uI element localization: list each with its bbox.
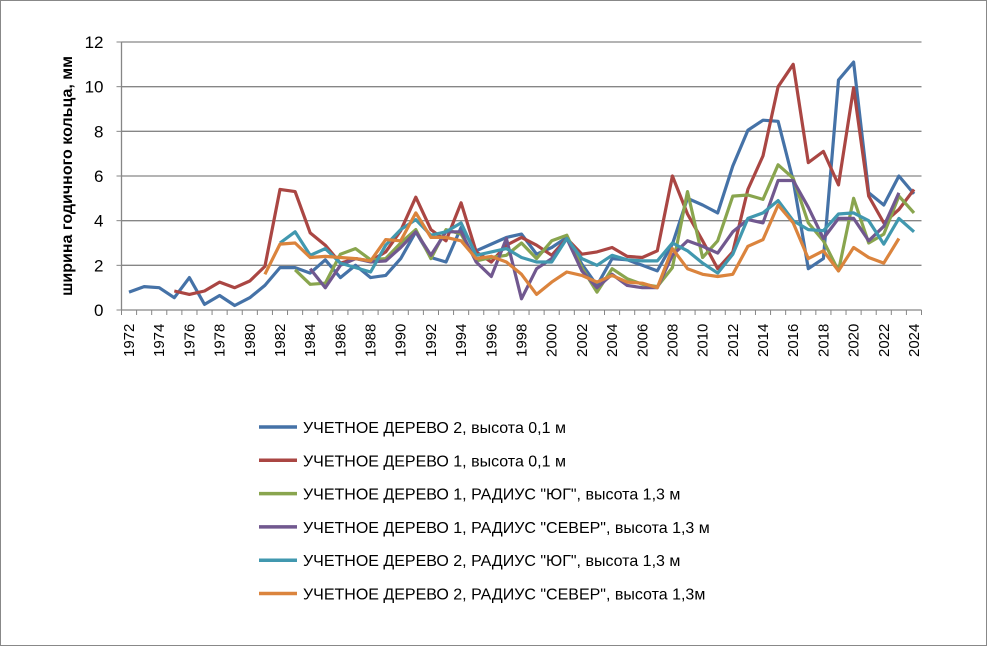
x-tick-label: 2010 <box>695 324 712 357</box>
x-tick-label: 1974 <box>151 324 168 357</box>
legend-item: УЧЕТНОЕ ДЕРЕВО 1, РАДИУС "ЮГ", высота 1,… <box>259 487 680 504</box>
x-tick-label: 1996 <box>483 324 500 357</box>
legend-label: УЧЕТНОЕ ДЕРЕВО 2, РАДИУС "СЕВЕР", высота… <box>303 587 705 604</box>
x-tick-label: 2012 <box>725 324 742 357</box>
x-tick-label: 2016 <box>785 324 802 357</box>
x-tick-label: 2014 <box>755 324 772 357</box>
series-line-5 <box>279 199 916 275</box>
legend-item: УЧЕТНОЕ ДЕРЕВО 1, высота 0,1 м <box>259 453 566 470</box>
x-tick-label: 2008 <box>664 324 681 357</box>
legend-label: УЧЕТНОЕ ДЕРЕВО 1, РАДИУС "СЕВЕР", высота… <box>303 520 710 537</box>
legend-label: УЧЕТНОЕ ДЕРЕВО 2, высота 0,1 м <box>303 420 566 437</box>
y-tick-labels: 0 2 4 6 8 10 12 <box>85 33 104 320</box>
legend-label: УЧЕТНОЕ ДЕРЕВО 1, РАДИУС "ЮГ", высота 1,… <box>303 487 680 504</box>
x-tick-label: 1998 <box>514 324 531 357</box>
x-tick-label: 1980 <box>242 324 259 357</box>
x-tick-label: 1984 <box>302 324 319 357</box>
y-tick-label: 12 <box>85 33 104 52</box>
x-tick-label: 2006 <box>634 324 651 357</box>
series-line-6 <box>263 203 901 296</box>
legend: УЧЕТНОЕ ДЕРЕВО 2, высота 0,1 м УЧЕТНОЕ ДЕ… <box>259 420 710 604</box>
x-tick-label: 2024 <box>906 324 923 357</box>
y-tick-label: 6 <box>94 167 103 186</box>
x-tick-label: 1978 <box>212 324 229 357</box>
x-tick-label: 2004 <box>604 324 621 357</box>
legend-item: УЧЕТНОЕ ДЕРЕВО 1, РАДИУС "СЕВЕР", высота… <box>259 520 710 537</box>
series-line-4 <box>308 178 901 301</box>
x-tick-label: 1988 <box>363 324 380 357</box>
x-tick-label: 1986 <box>332 324 349 357</box>
x-tick-label: 1992 <box>423 324 440 357</box>
x-tick-label: 1972 <box>121 324 138 357</box>
x-tick-label: 2020 <box>846 324 863 357</box>
gridlines <box>121 41 922 266</box>
legend-item: УЧЕТНОЕ ДЕРЕВО 2, высота 0,1 м <box>259 420 566 437</box>
x-tick-label: 2018 <box>815 324 832 357</box>
x-tick-label: 1994 <box>453 324 470 357</box>
y-axis-label: ширина годичного кольца, мм <box>59 56 76 296</box>
legend-item: УЧЕТНОЕ ДЕРЕВО 2, РАДИУС "ЮГ", высота 1,… <box>259 553 680 570</box>
series-line-2 <box>173 62 916 296</box>
legend-label: УЧЕТНОЕ ДЕРЕВО 1, высота 0,1 м <box>303 453 566 470</box>
axes <box>116 41 922 315</box>
y-tick-label: 8 <box>94 122 103 141</box>
y-tick-label: 0 <box>94 301 103 320</box>
legend-item: УЧЕТНОЕ ДЕРЕВО 2, РАДИУС "СЕВЕР", высота… <box>259 587 705 604</box>
legend-label: УЧЕТНОЕ ДЕРЕВО 2, РАДИУС "ЮГ", высота 1,… <box>303 553 680 570</box>
series-lines <box>128 60 916 308</box>
x-tick-label: 1990 <box>393 324 410 357</box>
y-tick-label: 10 <box>85 78 104 97</box>
y-tick-label: 4 <box>94 212 103 231</box>
x-tick-label: 2000 <box>544 324 561 357</box>
x-tick-label: 2002 <box>574 324 591 357</box>
x-tick-label: 1976 <box>181 324 198 357</box>
y-tick-label: 2 <box>94 256 103 275</box>
x-tick-labels: 1972 1974 1976 1978 1980 1982 1984 1986 1988 1990… <box>121 324 923 357</box>
series-line-1 <box>128 60 916 308</box>
x-tick-label: 2022 <box>876 324 893 357</box>
x-tick-label: 1982 <box>272 324 289 357</box>
